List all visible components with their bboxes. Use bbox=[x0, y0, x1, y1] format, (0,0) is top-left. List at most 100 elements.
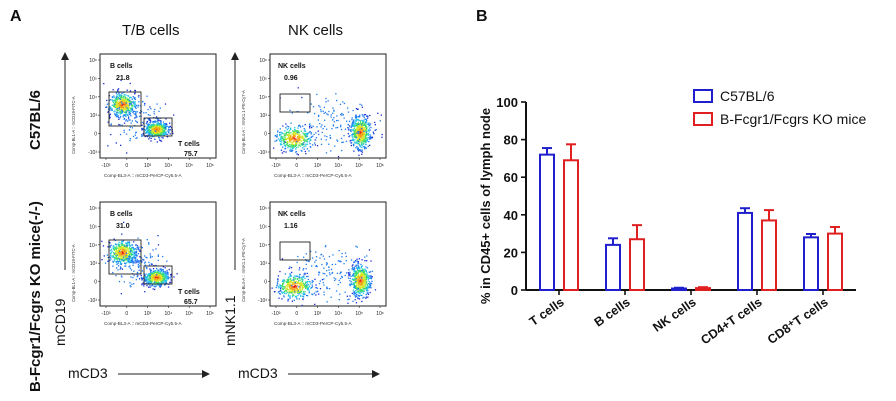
facs-x-tick: 10⁴ bbox=[165, 311, 173, 317]
facs-y-tick: -10³ bbox=[258, 150, 267, 156]
legend-swatch bbox=[693, 89, 713, 103]
facs-x-tick: -10³ bbox=[102, 311, 111, 317]
facs-y-tick: 0 bbox=[264, 280, 267, 286]
y-tick-label: 0 bbox=[511, 283, 518, 298]
facs-y-tick: 10⁶ bbox=[89, 206, 97, 212]
gate-name: NK cells bbox=[278, 63, 306, 70]
facs-y-tick: -10³ bbox=[258, 298, 267, 304]
facs-y-tick: 10⁴ bbox=[259, 243, 267, 249]
facs-x-tick: 0 bbox=[125, 163, 128, 169]
gate-name: B cells bbox=[110, 63, 133, 70]
facs-y-tick: 10³ bbox=[90, 261, 98, 267]
facs-x-tick: 10³ bbox=[314, 311, 322, 317]
facs-x-param: Comp-BL3-A :: mCD3-PerCP-Cy5.5-A bbox=[274, 321, 353, 326]
facs-y-tick: 10⁵ bbox=[89, 76, 97, 82]
facs-x-tick: 10⁵ bbox=[355, 311, 363, 317]
facs-y-tick: 0 bbox=[94, 132, 97, 138]
legend-label: B-Fcgr1/Fcgrs KO mice bbox=[720, 111, 866, 127]
facs-x-tick: 10⁴ bbox=[335, 163, 343, 169]
gate-value: 75.7 bbox=[184, 151, 198, 158]
gate-name: NK cells bbox=[278, 211, 306, 218]
facs-y-tick: 0 bbox=[94, 280, 97, 286]
x-axis-title-cd3-right: mCD3 bbox=[238, 365, 278, 381]
facs-x-tick: 10³ bbox=[144, 311, 152, 317]
row-label-c57: C57BL/6 bbox=[27, 89, 44, 150]
facs-x-param: Comp-BL3-A :: mCD3-PerCP-Cy5.5-A bbox=[104, 173, 183, 178]
bar bbox=[539, 153, 555, 291]
facs-x-tick: 10⁴ bbox=[165, 163, 173, 169]
facs-x-tick: 0 bbox=[295, 163, 298, 169]
facs-y-tick: 10⁴ bbox=[89, 95, 97, 101]
y-tick-label: 20 bbox=[504, 245, 518, 260]
gate-value: 1.16 bbox=[284, 223, 298, 230]
y-tick-label: 40 bbox=[504, 208, 518, 223]
facs-y-param: Comp-BL1-A :: mCD19-FITC-A bbox=[71, 244, 76, 302]
facs-y-tick: -10³ bbox=[88, 150, 97, 156]
facs-y-tick: 10⁴ bbox=[89, 243, 97, 249]
x-tick-label: B cells bbox=[592, 295, 633, 330]
facs-x-tick: -10³ bbox=[272, 163, 281, 169]
facs-y-tick: 10⁵ bbox=[89, 224, 97, 230]
facs-x-tick: 10⁶ bbox=[376, 311, 384, 317]
b-cell-gate bbox=[108, 239, 142, 275]
col-title-tb: T/B cells bbox=[122, 22, 180, 39]
facs-x-tick: 10³ bbox=[314, 163, 322, 169]
facs-y-tick: 10⁵ bbox=[259, 76, 267, 82]
facs-y-param: Comp-BL4-A :: mNK1.1-PE-Cy7-A bbox=[241, 238, 246, 302]
facs-y-tick: 10⁵ bbox=[259, 224, 267, 230]
t-cell-gate bbox=[143, 265, 173, 285]
y-tick-label: 100 bbox=[496, 95, 518, 110]
y-arrow-cd19 bbox=[61, 52, 69, 270]
gate-name: B cells bbox=[110, 211, 133, 218]
gate-value: 0.96 bbox=[284, 75, 298, 82]
facs-x-param: Comp-BL3-A :: mCD3-PerCP-Cy5.5-A bbox=[104, 321, 183, 326]
facs-y-param: Comp-BL1-A :: mCD19-FITC-A bbox=[71, 96, 76, 154]
facs-x-tick: 10⁶ bbox=[376, 163, 384, 169]
panel-a-letter: A bbox=[10, 8, 22, 25]
y-arrow-nk11 bbox=[231, 52, 239, 270]
facs-x-tick: 0 bbox=[295, 311, 298, 317]
facs-y-tick: 0 bbox=[264, 132, 267, 138]
bar bbox=[737, 211, 753, 291]
gate-value: 21.8 bbox=[116, 75, 130, 82]
gate-name: T cells bbox=[178, 141, 200, 148]
facs-y-tick: -10³ bbox=[88, 298, 97, 304]
facs-x-param: Comp-BL3-A :: mCD3-PerCP-Cy5.5-A bbox=[274, 173, 353, 178]
facs-y-tick: 10⁴ bbox=[259, 95, 267, 101]
x-tick-label: CD8⁺T cells bbox=[765, 295, 831, 347]
facs-y-tick: 10³ bbox=[90, 113, 98, 119]
facs-svg: Comp-BL4-A :: mNK1.1-PE-Cy7-AComp-BL3-A … bbox=[241, 201, 387, 326]
x-tick-label: T cells bbox=[527, 295, 567, 329]
nk-cell-gate bbox=[279, 93, 311, 113]
bar bbox=[605, 243, 621, 292]
facs-x-tick: -10³ bbox=[102, 163, 111, 169]
x-tick-label: NK cells bbox=[650, 295, 698, 335]
facs-y-param: Comp-BL4-A :: mNK1.1-PE-Cy7-A bbox=[241, 90, 246, 154]
facs-x-tick: 0 bbox=[125, 311, 128, 317]
facs-x-tick: 10⁶ bbox=[206, 311, 214, 317]
facs-y-tick: 10⁶ bbox=[89, 58, 97, 64]
facs-x-tick: 10⁵ bbox=[185, 163, 193, 169]
y-tick-label: 60 bbox=[504, 170, 518, 185]
legend-label: C57BL/6 bbox=[720, 88, 775, 104]
x-axis-title-cd3-left: mCD3 bbox=[68, 365, 108, 381]
bar bbox=[629, 238, 645, 292]
facs-y-tick: 10³ bbox=[260, 261, 268, 267]
panel-b-letter: B bbox=[476, 8, 488, 25]
gate-value: 31.0 bbox=[116, 223, 130, 230]
b-cell-gate bbox=[108, 91, 142, 127]
gate-value: 65.7 bbox=[184, 299, 198, 306]
legend-swatch bbox=[693, 112, 713, 126]
nk-cell-gate bbox=[279, 241, 311, 261]
facs-x-tick: 10⁴ bbox=[335, 311, 343, 317]
facs-x-tick: -10³ bbox=[272, 311, 281, 317]
bar-chart: % in CD45+ cells of lymph node 0 20 40 60 80 1… bbox=[478, 88, 866, 347]
facs-x-tick: 10⁵ bbox=[355, 163, 363, 169]
facs-y-tick: 10³ bbox=[260, 113, 268, 119]
gate-name: T cells bbox=[178, 289, 200, 296]
y-axis-label: % in CD45+ cells of lymph node bbox=[478, 108, 493, 304]
